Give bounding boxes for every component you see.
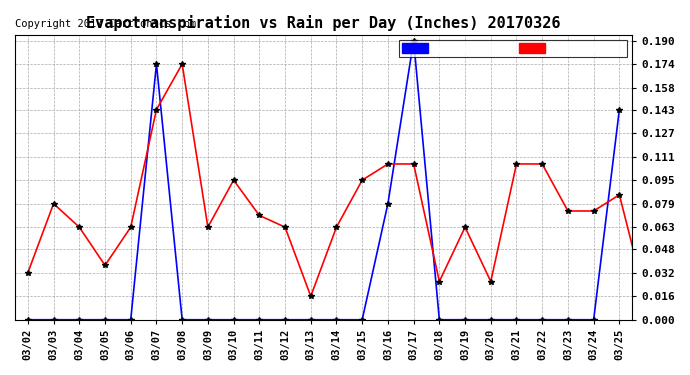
Legend: Rain (Inches), ET  (Inches): Rain (Inches), ET (Inches)	[399, 40, 627, 57]
Text: Copyright 2017 Cartronics.com: Copyright 2017 Cartronics.com	[15, 19, 196, 29]
Title: Evapotranspiration vs Rain per Day (Inches) 20170326: Evapotranspiration vs Rain per Day (Inch…	[86, 15, 561, 31]
